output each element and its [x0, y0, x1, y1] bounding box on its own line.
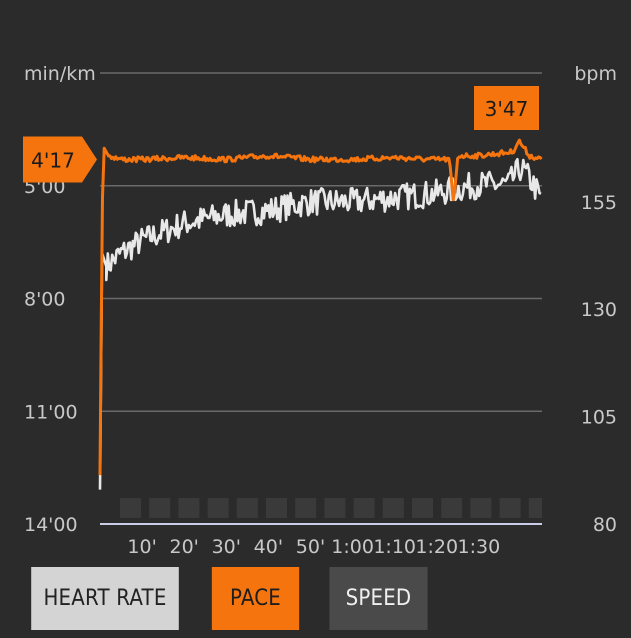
right-tick-label: 130 [581, 299, 617, 321]
activity-block [295, 498, 317, 518]
right-tick-label: 80 [593, 514, 617, 536]
series-line-heart-rate [98, 158, 542, 490]
x-tick-label: 1:30 [458, 536, 501, 558]
activity-block [382, 498, 404, 518]
activity-block [441, 498, 463, 518]
series-line-pace [98, 138, 543, 476]
x-tick-label: 1:20 [415, 536, 458, 558]
tab-heart-rate[interactable]: HEART RATE [31, 567, 179, 630]
x-tick-label: 1:10 [373, 536, 416, 558]
left-axis-label: min/km [24, 63, 96, 85]
tab-pace-label: PACE [230, 586, 281, 611]
tab-speed[interactable]: SPEED [329, 567, 428, 630]
start-pace-label: 4'17 [31, 148, 75, 172]
left-tick-label: 14'00 [24, 514, 78, 536]
x-tick-label: 10' [127, 536, 156, 558]
activity-block [470, 498, 492, 518]
peak-pace-marker [474, 86, 539, 130]
right-tick-label: 155 [581, 192, 617, 214]
left-tick-label: 11'00 [24, 401, 78, 423]
activity-block [324, 498, 346, 518]
right-axis-label: bpm [574, 63, 617, 85]
activity-block [353, 498, 375, 518]
x-tick-label: 20' [169, 536, 198, 558]
activity-block [266, 498, 287, 518]
x-tick-label: 50' [296, 536, 325, 558]
activity-block [178, 498, 200, 518]
activity-block [499, 498, 521, 518]
tab-pace[interactable]: PACE [211, 567, 300, 630]
activity-block [236, 498, 258, 518]
activity-block [412, 498, 433, 518]
activity-block [149, 498, 171, 518]
x-tick-label: 40' [254, 536, 283, 558]
right-tick-label: 105 [581, 407, 617, 429]
activity-block [207, 498, 229, 518]
peak-pace-label: 3'47 [485, 97, 529, 121]
x-tick-label: 30' [212, 536, 241, 558]
start-pace-marker [23, 136, 97, 183]
tab-heart-rate-label: HEART RATE [43, 586, 167, 611]
activity-block [528, 498, 542, 518]
x-tick-label: 1:00 [331, 536, 374, 558]
activity-block [120, 498, 141, 518]
left-tick-label: 8'00 [24, 289, 66, 311]
tab-speed-label: SPEED [345, 586, 412, 611]
